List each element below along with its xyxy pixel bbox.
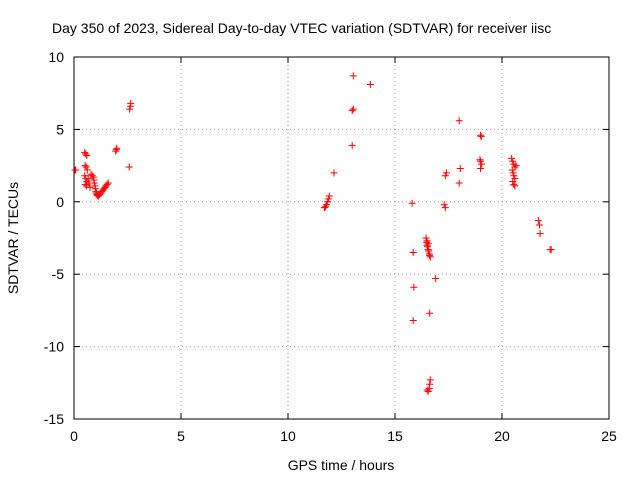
- y-tick-label: 0: [56, 194, 64, 210]
- x-tick-label: 15: [387, 428, 403, 444]
- data-point: [81, 172, 89, 180]
- data-point: [113, 144, 121, 152]
- y-tick-label: -5: [52, 266, 65, 282]
- data-point: [456, 164, 464, 172]
- data-point: [508, 166, 516, 174]
- plot-frame: [73, 56, 610, 420]
- data-point: [90, 179, 98, 187]
- data-point: [426, 253, 434, 261]
- data-point: [330, 169, 338, 177]
- x-tick-label: 0: [70, 428, 78, 444]
- data-point: [535, 221, 543, 229]
- data-point: [349, 72, 357, 80]
- data-point: [510, 172, 518, 180]
- data-point: [72, 166, 80, 174]
- data-point: [424, 240, 432, 248]
- data-point: [477, 157, 485, 165]
- y-tick-label: 5: [56, 121, 64, 137]
- data-point: [509, 169, 517, 177]
- data-point: [92, 188, 100, 196]
- data-point: [348, 107, 356, 115]
- data-point: [86, 183, 94, 191]
- data-point: [477, 133, 485, 141]
- data-point: [441, 172, 449, 180]
- data-point: [477, 131, 485, 139]
- data-point: [442, 169, 450, 177]
- data-point: [323, 201, 331, 209]
- y-axis-label: SDTVAR / TECUs: [5, 182, 21, 294]
- data-point: [511, 182, 519, 190]
- chart-title: Day 350 of 2023, Sidereal Day-to-day VTE…: [52, 20, 551, 36]
- data-point: [84, 175, 92, 183]
- data-point: [455, 179, 463, 187]
- x-tick-label: 10: [280, 428, 296, 444]
- x-axis-label: GPS time / hours: [288, 457, 395, 473]
- x-tick-label: 20: [494, 428, 510, 444]
- data-point: [440, 201, 448, 209]
- data-point: [455, 117, 463, 125]
- data-point: [426, 380, 434, 388]
- data-point: [325, 195, 333, 203]
- data-point: [508, 154, 516, 162]
- data-point: [477, 164, 485, 172]
- data-point: [325, 192, 333, 200]
- data-point: [409, 317, 417, 325]
- data-point: [432, 275, 440, 283]
- x-tick-label: 5: [177, 428, 185, 444]
- data-point: [408, 199, 416, 207]
- data-point: [422, 234, 430, 242]
- data-point: [424, 387, 432, 395]
- data-point: [423, 237, 431, 245]
- data-point: [441, 204, 449, 212]
- data-series: [71, 72, 555, 395]
- data-point: [509, 157, 517, 165]
- data-point: [366, 81, 374, 89]
- data-point: [536, 230, 544, 238]
- data-point: [126, 105, 134, 113]
- axis-ticks: 0 5 10 15 20 25 -15 -10 -5 0 5 10: [44, 49, 617, 444]
- data-point: [348, 141, 356, 149]
- data-point: [510, 180, 518, 188]
- data-point: [83, 151, 91, 159]
- data-point: [512, 162, 520, 170]
- data-point: [409, 248, 417, 256]
- y-tick-label: -15: [44, 411, 64, 427]
- data-point: [125, 163, 133, 171]
- y-tick-label: 10: [48, 49, 64, 65]
- data-point: [89, 173, 97, 181]
- data-point: [349, 105, 357, 113]
- data-point: [478, 160, 486, 168]
- data-point: [476, 156, 484, 164]
- data-point: [112, 147, 120, 155]
- data-point: [82, 150, 90, 158]
- data-point: [81, 162, 89, 170]
- data-point: [410, 283, 418, 291]
- data-point: [426, 376, 434, 384]
- data-point: [509, 178, 517, 186]
- data-point: [547, 246, 555, 254]
- data-point: [426, 309, 434, 317]
- data-point: [127, 99, 135, 107]
- data-point: [425, 247, 433, 255]
- data-point: [104, 179, 112, 187]
- data-point: [324, 198, 332, 206]
- y-tick-label: -10: [44, 339, 64, 355]
- data-point: [83, 166, 91, 174]
- data-point: [81, 180, 89, 188]
- x-tick-label: 25: [601, 428, 617, 444]
- grid-lines: [74, 57, 609, 419]
- data-point: [426, 251, 434, 259]
- data-point: [103, 180, 111, 188]
- data-point: [88, 172, 96, 180]
- data-point: [534, 217, 542, 225]
- data-point: [82, 163, 90, 171]
